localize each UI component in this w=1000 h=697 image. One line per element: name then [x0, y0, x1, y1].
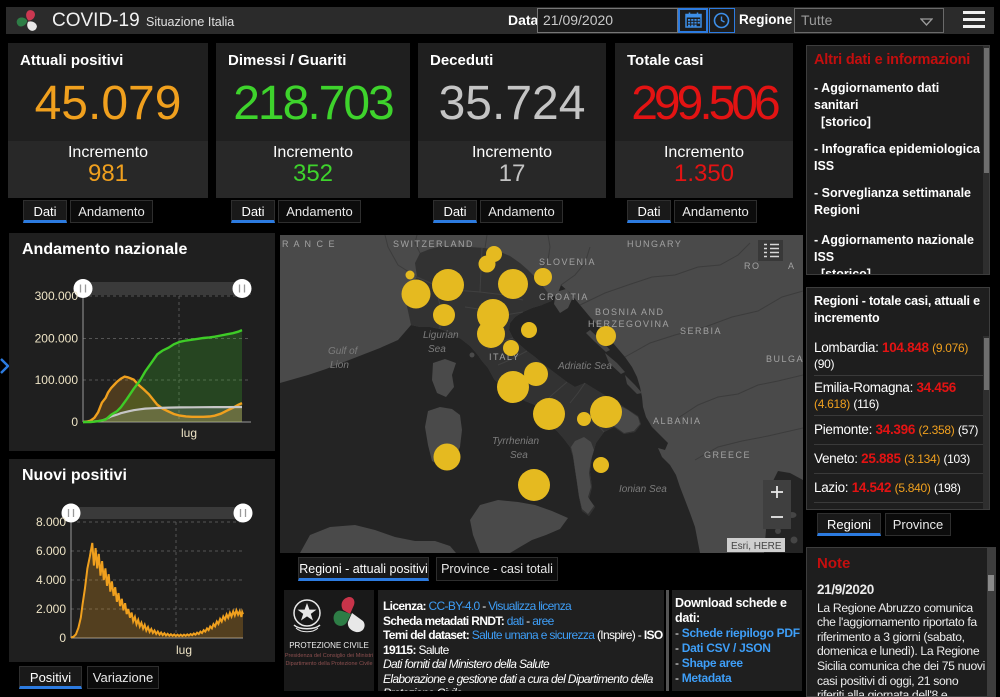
svg-text:Ionian Sea: Ionian Sea [619, 484, 667, 495]
svg-text:Esri, HERE: Esri, HERE [731, 541, 782, 552]
svg-text:SWITZERLAND: SWITZERLAND [393, 239, 474, 249]
svg-text:2.000: 2.000 [36, 602, 66, 616]
svg-text:ITALY: ITALY [489, 352, 520, 362]
svg-text:Ligurian: Ligurian [423, 330, 459, 341]
svg-text:R A N C E: R A N C E [282, 239, 336, 249]
svg-text:ALBANIA: ALBANIA [653, 416, 702, 426]
svg-text:lug: lug [181, 426, 197, 440]
svg-text:Gulf of: Gulf of [328, 346, 359, 357]
svg-text:0: 0 [71, 415, 78, 429]
svg-text:BOSNIA AND: BOSNIA AND [595, 307, 665, 317]
svg-text:HERZEGOVINA: HERZEGOVINA [588, 319, 670, 329]
svg-text:Lion: Lion [330, 360, 349, 371]
svg-text:HUNGARY: HUNGARY [627, 239, 682, 249]
svg-text:8.000: 8.000 [36, 515, 66, 529]
svg-text:CROATIA: CROATIA [539, 292, 589, 302]
svg-text:Sea: Sea [510, 450, 528, 461]
svg-text:0: 0 [59, 631, 66, 645]
svg-text:lug: lug [176, 643, 192, 657]
svg-text:GREECE: GREECE [704, 450, 751, 460]
svg-text:RO: RO [744, 261, 761, 271]
svg-text:300.000: 300.000 [35, 289, 79, 303]
svg-text:6.000: 6.000 [36, 544, 66, 558]
svg-text:BULGA: BULGA [766, 354, 803, 364]
svg-text:A: A [788, 261, 796, 271]
svg-text:Adriatic Sea: Adriatic Sea [557, 361, 612, 372]
svg-text:Sea: Sea [428, 344, 446, 355]
svg-text:Tyrrhenian: Tyrrhenian [492, 436, 539, 447]
svg-text:SLOVENIA: SLOVENIA [539, 257, 596, 267]
svg-text:100.000: 100.000 [35, 373, 79, 387]
svg-text:4.000: 4.000 [36, 573, 66, 587]
svg-text:SERBIA: SERBIA [680, 326, 722, 336]
svg-text:200.000: 200.000 [35, 332, 79, 346]
